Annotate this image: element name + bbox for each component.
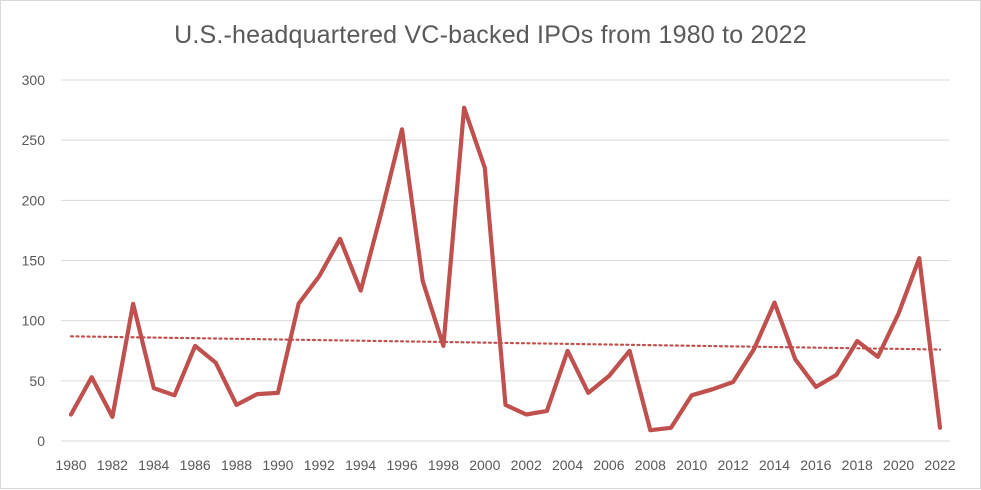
- trendline: [71, 336, 940, 349]
- y-tick-label-250: 250: [22, 132, 46, 148]
- x-tick-label-1988: 1988: [221, 457, 252, 473]
- x-tick-label-2018: 2018: [842, 457, 873, 473]
- y-tick-label-150: 150: [22, 253, 46, 269]
- x-tick-label-2016: 2016: [800, 457, 831, 473]
- x-tick-label-2004: 2004: [552, 457, 583, 473]
- x-tick-label-1990: 1990: [262, 457, 293, 473]
- x-tick-label-2008: 2008: [635, 457, 666, 473]
- y-tick-label-0: 0: [37, 433, 45, 449]
- y-tick-label-200: 200: [22, 192, 46, 208]
- x-tick-label-1982: 1982: [97, 457, 128, 473]
- x-tick-label-2000: 2000: [469, 457, 500, 473]
- x-tick-label-2012: 2012: [718, 457, 749, 473]
- x-tick-label-1994: 1994: [345, 457, 376, 473]
- x-tick-label-1980: 1980: [55, 457, 86, 473]
- x-tick-label-1992: 1992: [304, 457, 335, 473]
- y-tick-label-300: 300: [22, 72, 46, 88]
- x-tick-label-2020: 2020: [883, 457, 914, 473]
- x-tick-label-2002: 2002: [511, 457, 542, 473]
- y-tick-label-50: 50: [29, 373, 45, 389]
- trendline-layer: [71, 336, 940, 349]
- x-tick-label-1984: 1984: [138, 457, 169, 473]
- x-tick-label-1998: 1998: [428, 457, 459, 473]
- x-tick-label-2022: 2022: [924, 457, 955, 473]
- series-line-0: [71, 108, 940, 431]
- x-tick-label-2010: 2010: [676, 457, 707, 473]
- x-tick-label-2006: 2006: [593, 457, 624, 473]
- y-axis-ticks: 0 50 100 150 200 250 300: [22, 72, 46, 449]
- x-axis-ticks: 1980 1982 1984 1986 1988 1990 1992 1994 1996 1998…: [55, 457, 955, 473]
- x-tick-label-1986: 1986: [180, 457, 211, 473]
- x-tick-label-2014: 2014: [759, 457, 790, 473]
- y-tick-label-100: 100: [22, 313, 46, 329]
- series-layer: [71, 108, 940, 431]
- x-tick-label-1996: 1996: [386, 457, 417, 473]
